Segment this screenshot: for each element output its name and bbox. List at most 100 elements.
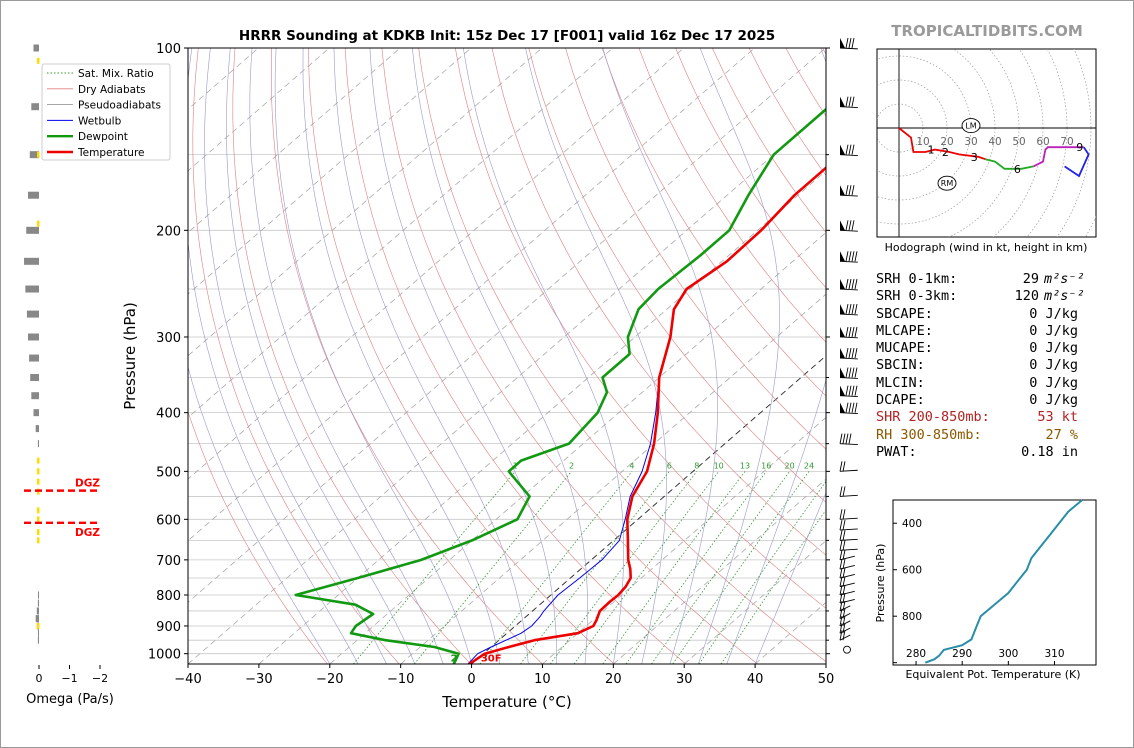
barb-feather <box>848 367 852 378</box>
barb-flag <box>840 279 845 290</box>
mixing-ratio-line <box>698 480 826 664</box>
barb-flag <box>840 144 845 155</box>
theta-e-y-tick-label: 600 <box>902 565 922 577</box>
omega-bar <box>37 636 39 644</box>
dgz-bottom-label: DGZ <box>75 527 100 539</box>
barb-feather <box>848 96 852 107</box>
wetbulb-line <box>467 167 826 664</box>
param-unit: m²s⁻² <box>1044 271 1085 287</box>
omega-marker <box>37 478 40 485</box>
mixing-ratio-label: 24 <box>804 461 814 470</box>
barb-feather <box>842 519 846 531</box>
barb-feather <box>842 608 846 619</box>
barb-staff <box>839 634 851 641</box>
mixing-ratio-label: 4 <box>629 461 634 470</box>
omega-bar <box>31 103 39 111</box>
wind-barb <box>839 509 858 520</box>
barb-feather <box>842 549 846 560</box>
barb-feather <box>854 347 858 359</box>
y-tick-label: 700 <box>156 554 181 569</box>
barb-staff <box>839 565 855 570</box>
mixing-ratio-label: 6 <box>667 461 672 470</box>
param-value: 0 J/kg <box>1029 322 1078 339</box>
barb-feather <box>842 584 846 596</box>
hodo-ring-label: 70 <box>1060 136 1073 148</box>
barb-staff <box>839 260 858 263</box>
pseudoadiabat <box>525 48 667 664</box>
wind-barb <box>839 592 855 604</box>
y-tick-label: 1000 <box>148 648 181 663</box>
y-tick-label: 200 <box>156 224 181 239</box>
mixing-ratio-label: 10 <box>714 461 724 470</box>
barb-feather <box>839 623 843 634</box>
dry-adiabat <box>418 48 826 663</box>
barb-flag <box>840 220 845 231</box>
pseudoadiabat <box>698 48 780 664</box>
x-axis-label: Temperature (°C) <box>441 693 571 711</box>
barb-feather <box>839 592 843 604</box>
barb-staff <box>839 377 858 379</box>
barb-feather <box>851 251 855 262</box>
barb-feather <box>842 461 846 472</box>
barb-feather <box>851 402 855 413</box>
omega-bar <box>28 191 39 199</box>
barb-staff <box>839 336 858 339</box>
wind-barb <box>839 402 858 414</box>
x-tick-label: −10 <box>387 672 414 687</box>
pseudoadiabat <box>412 48 588 664</box>
omega-marker <box>37 468 40 475</box>
wind-barb <box>839 278 858 291</box>
wind-barb <box>839 433 858 445</box>
pseudoadiabat <box>726 48 826 664</box>
param-unit: m²s⁻² <box>1044 288 1085 305</box>
x-tick-label: 40 <box>747 672 764 687</box>
surface-temperature-label: 30F <box>481 654 502 665</box>
omega-bar <box>29 354 39 362</box>
mixing-ratio-line <box>413 471 572 664</box>
hodo-height-label: 9 <box>1076 141 1083 154</box>
dewpoint-line <box>294 107 826 664</box>
barb-feather <box>845 326 849 338</box>
mixing-ratio-line <box>520 471 670 664</box>
dry-adiabat <box>455 48 826 609</box>
wind-barb <box>839 584 855 596</box>
param-value: 120 <box>1014 288 1039 305</box>
x-tick-label: −30 <box>245 672 272 687</box>
dry-adiabat <box>381 48 758 664</box>
barb-feather <box>845 251 849 262</box>
barb-feather <box>854 367 858 378</box>
barb-feather <box>854 278 858 290</box>
dry-adiabat <box>528 48 826 503</box>
isotherm-line <box>188 48 330 172</box>
theta-e-line <box>924 499 1083 664</box>
x-tick-label: 10 <box>534 672 551 687</box>
param-value: 0 J/kg <box>1029 374 1078 391</box>
wind-barb <box>843 645 851 654</box>
param-label: SBCIN: <box>876 357 925 374</box>
param-row: SRH 0-1km: 29 m²s⁻² <box>876 271 1126 288</box>
omega-tick-label: 0 <box>36 672 43 685</box>
param-value: 29 <box>1022 271 1039 287</box>
param-label: SRH 0-3km: <box>876 288 958 305</box>
hodo-height-label: 1 <box>928 144 935 157</box>
parameters-table: SRH 0-1km: 29 m²s⁻² SRH 0-3km: 120 m²s⁻² SBCAP… <box>876 271 1126 461</box>
hodo-segment <box>1064 146 1090 178</box>
omega-bar <box>26 226 39 234</box>
param-label: SBCAPE: <box>876 305 933 322</box>
param-value: 0 J/kg <box>1029 340 1078 357</box>
barb-feather <box>842 509 846 520</box>
hodo-segment <box>985 158 1034 170</box>
mixing-ratio-line <box>625 471 767 664</box>
isotherm-line <box>188 48 401 234</box>
wind-barb <box>839 304 858 316</box>
y-tick-label: 300 <box>156 331 181 346</box>
omega-bar <box>38 591 39 599</box>
barb-flag <box>840 385 845 396</box>
mixing-ratio-label: 36 <box>848 461 858 470</box>
omega-tick-label: −2 <box>92 672 108 685</box>
theta-e-y-tick-label: 400 <box>902 518 922 530</box>
wind-barb <box>839 251 858 263</box>
barb-feather <box>842 600 846 612</box>
param-value: 0 J/kg <box>1029 357 1078 374</box>
wind-barb <box>839 559 855 570</box>
